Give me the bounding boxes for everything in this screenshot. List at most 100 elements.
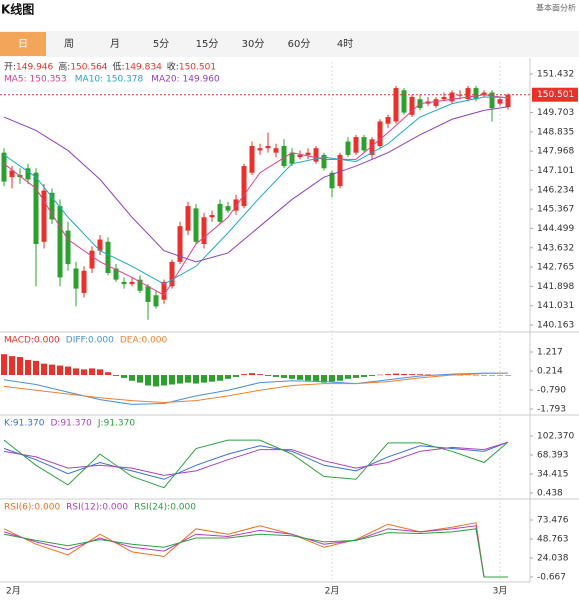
candle-body (305, 152, 311, 155)
candle-body (41, 190, 47, 242)
histogram-bar (385, 374, 391, 376)
candle-body (201, 217, 207, 245)
candle-body (193, 208, 199, 242)
histogram-bar (425, 374, 431, 376)
candle-body (297, 154, 303, 158)
legend-entry: 低: (113, 61, 125, 73)
fundamentals-link[interactable]: 基本面分析 (536, 3, 576, 13)
tab-label[interactable]: 15分 (196, 38, 219, 50)
histogram-bar (33, 360, 39, 376)
candle-body (385, 117, 391, 124)
histogram-bar (153, 375, 159, 387)
histogram-bar (1, 354, 7, 376)
tab[interactable] (322, 32, 368, 56)
candle-body (409, 96, 415, 115)
y-tick-label: 141.031 (537, 301, 574, 311)
histogram-bar (65, 366, 71, 376)
histogram-bar (361, 375, 367, 377)
indicator-line (3, 106, 509, 263)
candle-body (185, 206, 191, 231)
legend-entry: MA20: 149.960 (151, 75, 220, 85)
indicator-line (3, 522, 508, 578)
histogram-bar (17, 357, 23, 376)
legend-entry: J:91.370 (97, 419, 135, 429)
histogram-bar (121, 375, 127, 378)
histogram-bar (217, 375, 223, 381)
tab[interactable] (276, 32, 322, 56)
indicator-line (3, 372, 509, 404)
candle-body (169, 261, 175, 287)
page-title: K线图 (1, 2, 34, 17)
candle-body (97, 239, 103, 251)
x-tick-label: 3月 (493, 586, 508, 597)
tab[interactable] (230, 32, 276, 56)
tab-label[interactable]: 月 (110, 38, 120, 50)
candle-body (73, 268, 79, 289)
y-tick-label: 68.393 (537, 451, 569, 461)
y-tick-label: 24.038 (537, 554, 569, 564)
tab-label[interactable]: 60分 (288, 38, 311, 50)
tab-label[interactable]: 日 (18, 39, 28, 50)
tab-label[interactable]: 4时 (337, 38, 353, 50)
candle-body (337, 154, 343, 187)
legend-entry: RSI(12):0.000 (66, 503, 128, 513)
y-tick-label: 102.370 (537, 432, 574, 442)
y-tick-label: 144.499 (537, 224, 574, 234)
histogram-bar (337, 375, 343, 381)
candle-body (465, 88, 471, 100)
candle-body (49, 192, 55, 220)
candle-body (113, 268, 119, 280)
histogram-bar (161, 375, 167, 386)
indicator-line (3, 441, 509, 476)
candle-body (273, 148, 279, 153)
candle-body (9, 170, 15, 178)
tab-label[interactable]: 周 (64, 38, 74, 50)
tab-label[interactable]: 5分 (153, 38, 169, 50)
histogram-bar (41, 363, 47, 376)
histogram-bar (329, 375, 335, 382)
tab-label[interactable]: 30分 (242, 38, 265, 50)
legend-entry: MA5: 150.353 (4, 75, 67, 85)
histogram-bar (305, 375, 311, 381)
legend-entry: 开: (4, 62, 16, 73)
histogram-bar (345, 375, 351, 379)
candle-body (161, 281, 167, 300)
y-tick-label: -0.790 (537, 386, 566, 396)
histogram-bar (233, 375, 239, 377)
candle-body (217, 203, 223, 222)
indicator-line (3, 525, 508, 578)
tab[interactable] (138, 32, 184, 56)
histogram-bar (137, 375, 143, 383)
tab[interactable] (92, 32, 138, 56)
legend-entry: DIFF:0.000 (66, 336, 114, 346)
candle-body (241, 166, 247, 207)
histogram-bar (9, 356, 15, 376)
histogram-bar (185, 375, 191, 383)
candle-body (433, 99, 439, 106)
y-tick-label: 73.476 (537, 516, 569, 526)
tab[interactable] (0, 32, 46, 56)
histogram-bar (105, 372, 111, 376)
tab[interactable] (46, 32, 92, 56)
histogram-bar (273, 375, 279, 377)
indicator-line (3, 439, 509, 489)
candle-body (481, 92, 487, 95)
histogram-bar (209, 375, 215, 382)
candle-body (473, 88, 479, 100)
y-tick-label: 141.898 (537, 282, 574, 292)
histogram-bar (281, 375, 287, 378)
histogram-bar (241, 374, 247, 376)
tab[interactable] (184, 32, 230, 56)
candle-body (281, 145, 287, 167)
indicator-line (3, 94, 509, 296)
last-price-box (532, 87, 578, 102)
legend-entry: 149.946 (16, 63, 53, 73)
legend-entry: 150.501 (179, 63, 216, 73)
last-price-label: 150.501 (537, 90, 574, 100)
histogram-bar (497, 375, 503, 376)
histogram-bar (73, 368, 79, 376)
candle-body (129, 281, 135, 285)
y-tick-label: 143.632 (537, 243, 574, 253)
y-tick-label: 147.101 (537, 166, 574, 176)
legend-entry: DEA:0.000 (120, 336, 168, 346)
